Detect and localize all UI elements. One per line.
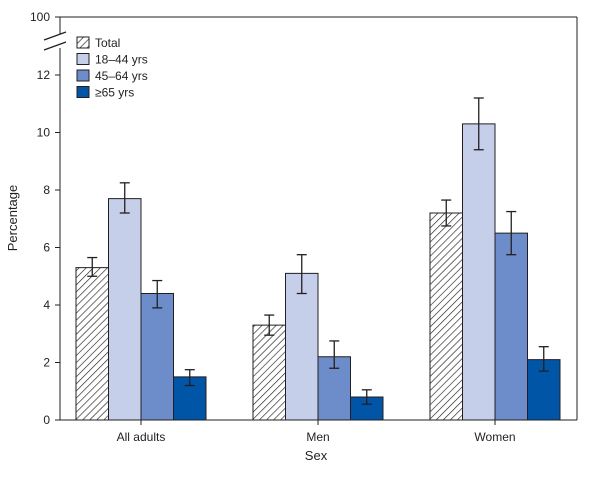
axis-break-mark bbox=[43, 31, 67, 41]
y-tick-label: 8 bbox=[43, 183, 50, 197]
y-axis-title: Percentage bbox=[5, 185, 20, 252]
bar bbox=[75, 267, 109, 421]
bar bbox=[285, 272, 319, 421]
legend: Total 18–44 yrs 45–64 yrs ≥65 yrs bbox=[76, 36, 148, 100]
y-tick-label: 0 bbox=[43, 413, 50, 427]
y-tick-label-break: 100 bbox=[30, 10, 50, 24]
y-tick-label: 6 bbox=[43, 241, 50, 255]
bar bbox=[429, 212, 463, 421]
legend-swatch bbox=[76, 53, 90, 65]
bar bbox=[494, 232, 528, 421]
legend-label: Total bbox=[95, 36, 120, 50]
bar bbox=[140, 293, 174, 421]
x-tick-label: Men bbox=[306, 430, 329, 444]
legend-swatch bbox=[76, 86, 90, 98]
bar bbox=[462, 123, 496, 421]
y-tick-label: 12 bbox=[37, 68, 51, 82]
x-tick-label: Women bbox=[474, 430, 515, 444]
legend-swatch bbox=[76, 69, 90, 82]
legend-label: 45–64 yrs bbox=[95, 69, 148, 83]
bar bbox=[108, 198, 142, 421]
legend-label: 18–44 yrs bbox=[95, 53, 148, 67]
legend-swatch bbox=[76, 36, 90, 49]
y-tick-label: 10 bbox=[37, 126, 51, 140]
legend-label: ≥65 yrs bbox=[95, 86, 134, 100]
y-tick-label: 2 bbox=[43, 356, 50, 370]
x-axis-title: Sex bbox=[305, 448, 328, 463]
axis-break-mark bbox=[43, 41, 67, 51]
bar bbox=[252, 324, 286, 421]
x-tick-label: All adults bbox=[117, 430, 166, 444]
y-tick-label: 4 bbox=[43, 298, 50, 312]
plot-area: 0 2 4 6 8 10 12 100 All adults Men Women bbox=[30, 10, 578, 444]
